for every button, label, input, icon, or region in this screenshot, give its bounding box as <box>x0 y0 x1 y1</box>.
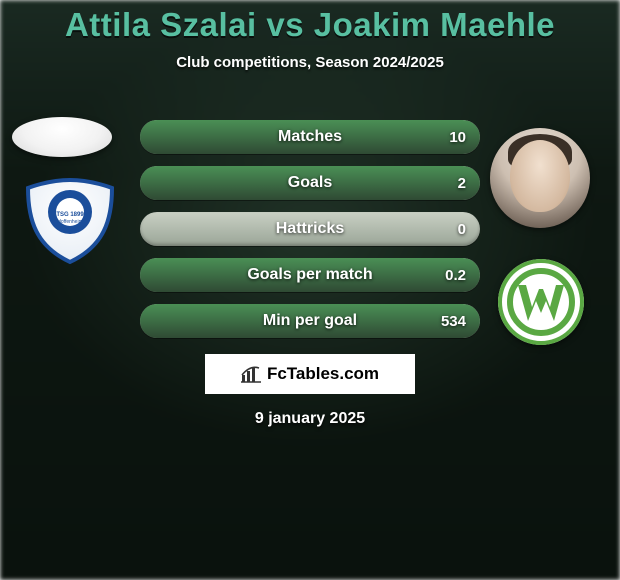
stat-row: Goals2 <box>140 166 480 200</box>
infographic-container: Attila Szalai vs Joakim Maehle Club comp… <box>0 0 620 580</box>
player-left-avatar <box>12 117 112 157</box>
stat-row: Hattricks0 <box>140 212 480 246</box>
date-text: 9 january 2025 <box>0 410 620 428</box>
svg-text:TSG 1899: TSG 1899 <box>56 212 84 218</box>
stat-label: Goals <box>140 166 480 200</box>
stat-label: Min per goal <box>140 304 480 338</box>
stat-label: Hattricks <box>140 212 480 246</box>
stat-row: Min per goal534 <box>140 304 480 338</box>
player-right-avatar <box>490 128 590 228</box>
club-right-badge <box>498 259 584 345</box>
stat-value-right: 2 <box>458 166 466 200</box>
stat-value-right: 534 <box>441 304 466 338</box>
avatar-face <box>510 140 570 212</box>
stat-label: Matches <box>140 120 480 154</box>
watermark-text: FcTables.com <box>267 364 379 384</box>
wolfsburg-badge-icon <box>498 259 584 345</box>
stat-value-right: 0.2 <box>445 258 466 292</box>
stats-container: Matches10 Goals2 Hattricks0 Goals per match… <box>140 120 480 350</box>
club-left-badge: TSG 1899 Hoffenheim <box>20 178 120 264</box>
stat-row: Goals per match0.2 <box>140 258 480 292</box>
page-title: Attila Szalai vs Joakim Maehle <box>0 0 620 44</box>
svg-text:Hoffenheim: Hoffenheim <box>57 219 82 225</box>
stat-value-right: 0 <box>458 212 466 246</box>
hoffenheim-badge-icon: TSG 1899 Hoffenheim <box>20 178 120 264</box>
stat-row: Matches10 <box>140 120 480 154</box>
page-subtitle: Club competitions, Season 2024/2025 <box>0 54 620 71</box>
watermark[interactable]: FcTables.com <box>205 354 415 394</box>
chart-icon <box>241 365 261 383</box>
stat-label: Goals per match <box>140 258 480 292</box>
stat-value-right: 10 <box>449 120 466 154</box>
